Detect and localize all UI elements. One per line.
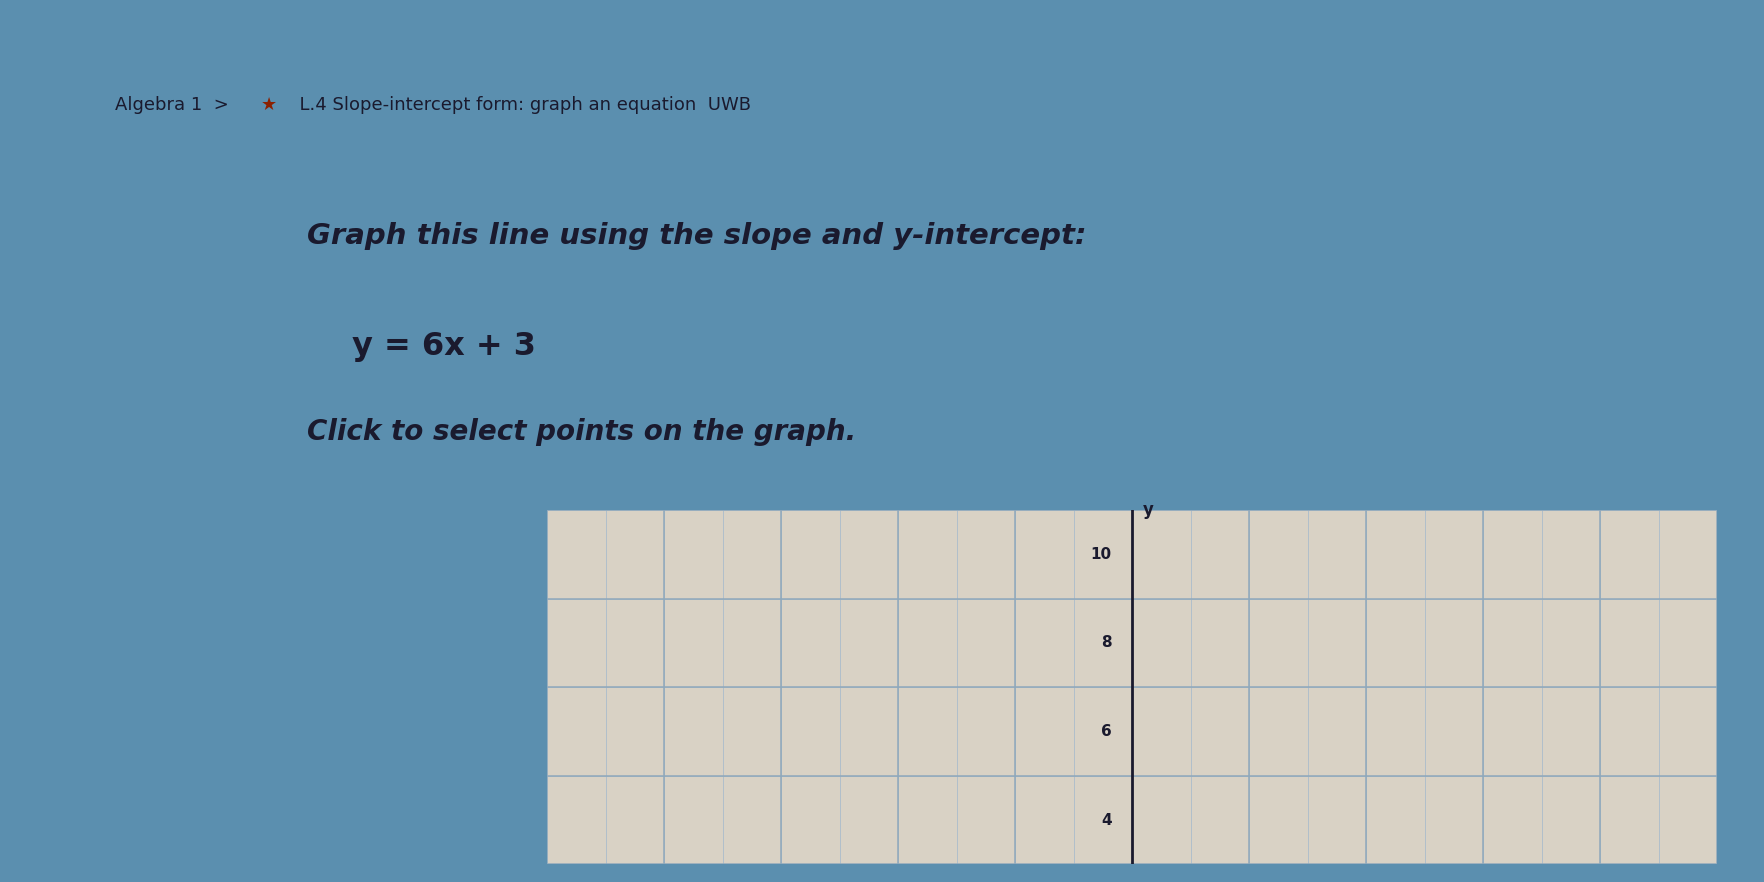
Text: L.4 Slope-intercept form: graph an equation  UWB: L.4 Slope-intercept form: graph an equat… [288, 96, 750, 115]
Text: ★: ★ [261, 96, 277, 115]
Text: 8: 8 [1101, 635, 1111, 650]
Text: 10: 10 [1090, 547, 1111, 562]
Text: Algebra 1  >: Algebra 1 > [115, 96, 240, 115]
Text: 4: 4 [1101, 812, 1111, 827]
Text: y = 6x + 3: y = 6x + 3 [353, 331, 536, 362]
Text: 6: 6 [1101, 724, 1111, 739]
Text: y: y [1141, 501, 1154, 519]
Text: Click to select points on the graph.: Click to select points on the graph. [307, 417, 856, 445]
Text: Graph this line using the slope and y-intercept:: Graph this line using the slope and y-in… [307, 222, 1087, 250]
